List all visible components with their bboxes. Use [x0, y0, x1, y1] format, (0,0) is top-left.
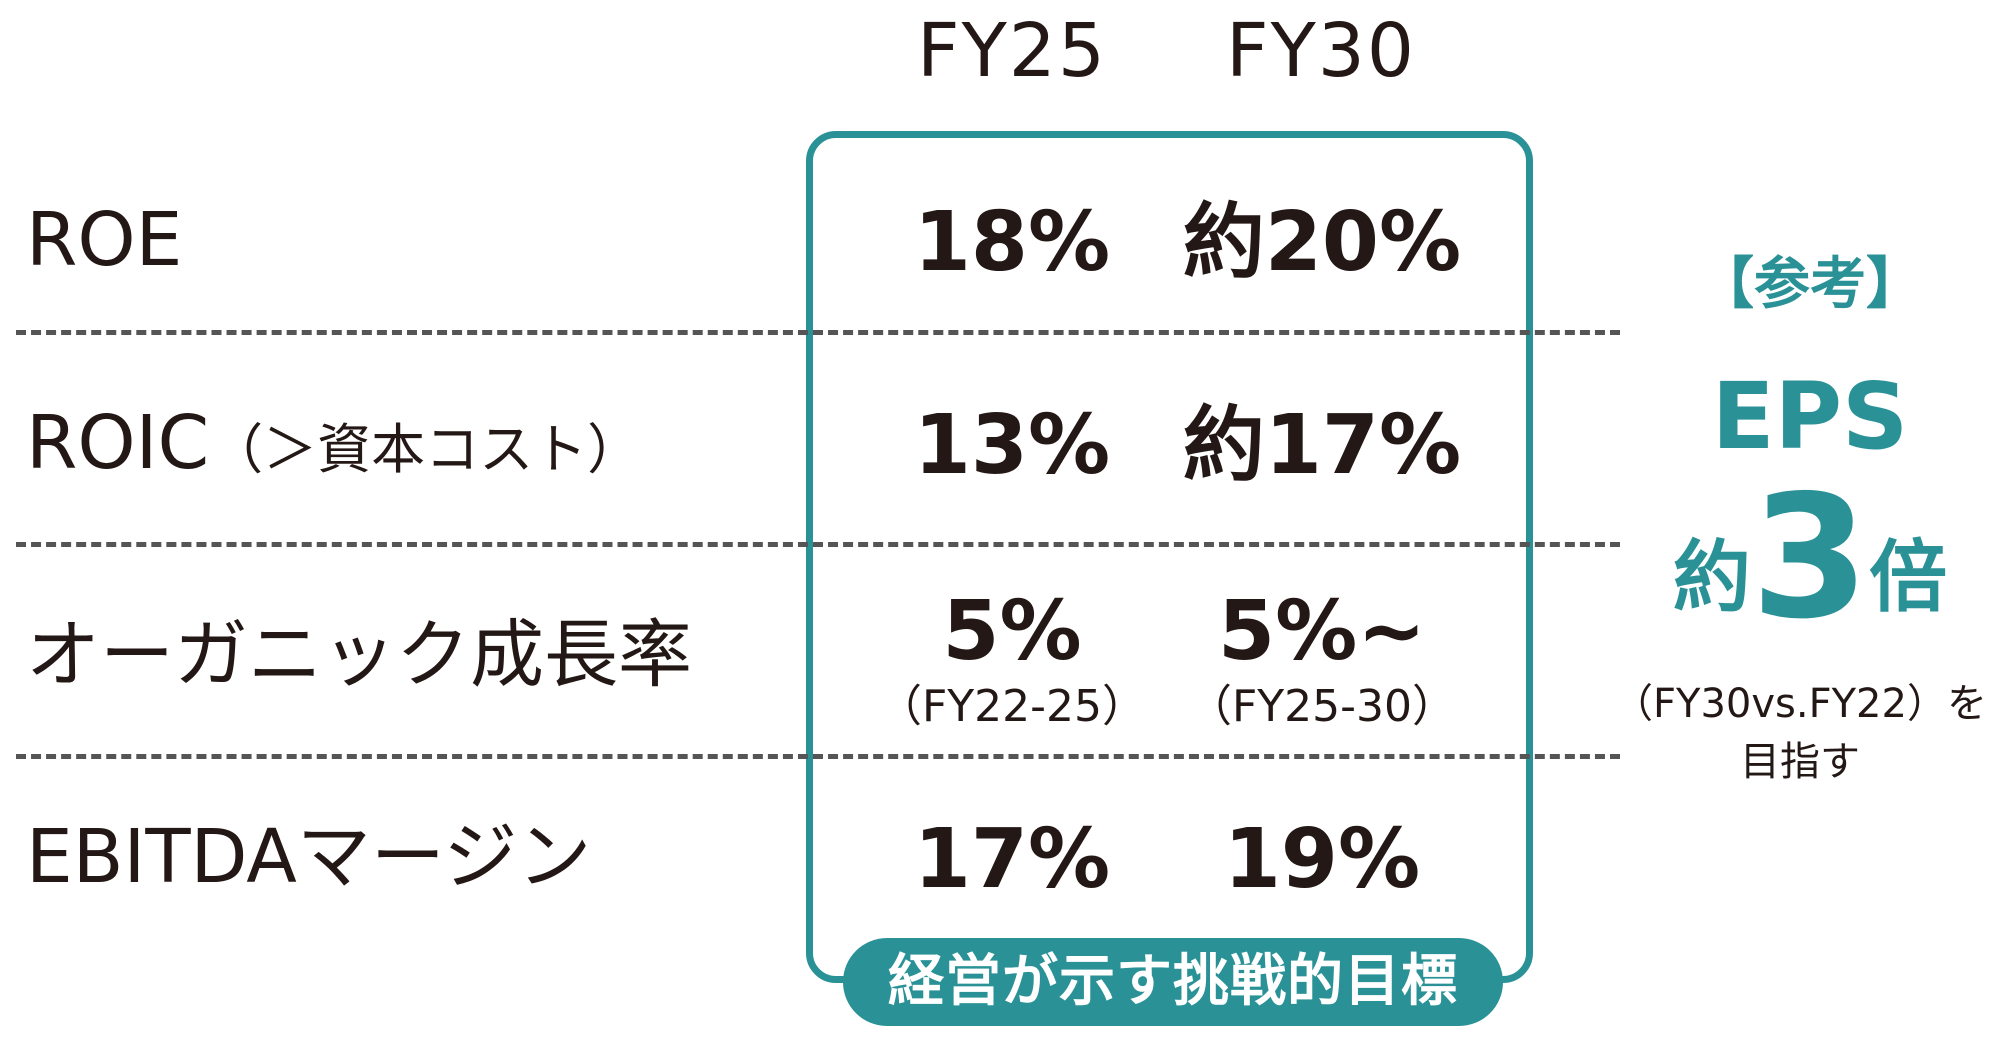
reference-multiple: 約3倍 — [1640, 468, 1980, 648]
reference-label: 【参考】 — [1698, 252, 1922, 317]
reference-approx: 約 — [1672, 533, 1751, 623]
ebitda-fy30-value: 19% — [1223, 812, 1421, 907]
row-label-organic-growth: オーガニック成長率 — [26, 610, 692, 700]
row-label-ebitda-margin: EBITDAマージン — [26, 812, 591, 902]
reference-multiple-number: 3 — [1750, 459, 1870, 657]
roic-fy30-value: 約17% — [1182, 398, 1462, 493]
row-label-text: EBITDAマージン — [26, 814, 592, 900]
column-header-fy30: FY30 — [1226, 8, 1416, 94]
target-box-tag: 経営が示す挑戦的目標 — [843, 938, 1503, 1026]
reference-comparison: （FY30vs.FY22）を — [1613, 681, 1987, 727]
organic-growth-fy30-value: 5%~ — [1218, 584, 1426, 679]
roe-fy25-value: 18% — [913, 195, 1111, 290]
row-label-roe: ROE — [26, 195, 182, 285]
row-label-text: オーガニック成長率 — [26, 612, 692, 698]
row-separator — [16, 542, 1620, 547]
row-label-text: ROE — [26, 197, 183, 283]
reference-target: 目指す — [1740, 739, 1860, 785]
column-header-fy25: FY25 — [917, 8, 1107, 94]
reference-metric: EPS — [1711, 363, 1909, 470]
organic-growth-fy25-period: （FY22-25） — [877, 681, 1147, 732]
ebitda-fy25-value: 17% — [913, 812, 1111, 907]
reference-times: 倍 — [1869, 533, 1948, 623]
row-separator — [16, 330, 1620, 335]
row-separator — [16, 754, 1620, 759]
row-label-roic: ROIC（＞資本コスト） — [26, 398, 641, 495]
organic-growth-fy30-period: （FY25-30） — [1187, 681, 1457, 732]
roic-fy25-value: 13% — [913, 398, 1111, 493]
row-label-note: （＞資本コスト） — [209, 418, 642, 481]
organic-growth-fy25-value: 5% — [942, 584, 1082, 679]
roe-fy30-value: 約20% — [1182, 195, 1462, 290]
row-label-text: ROIC — [26, 400, 210, 486]
